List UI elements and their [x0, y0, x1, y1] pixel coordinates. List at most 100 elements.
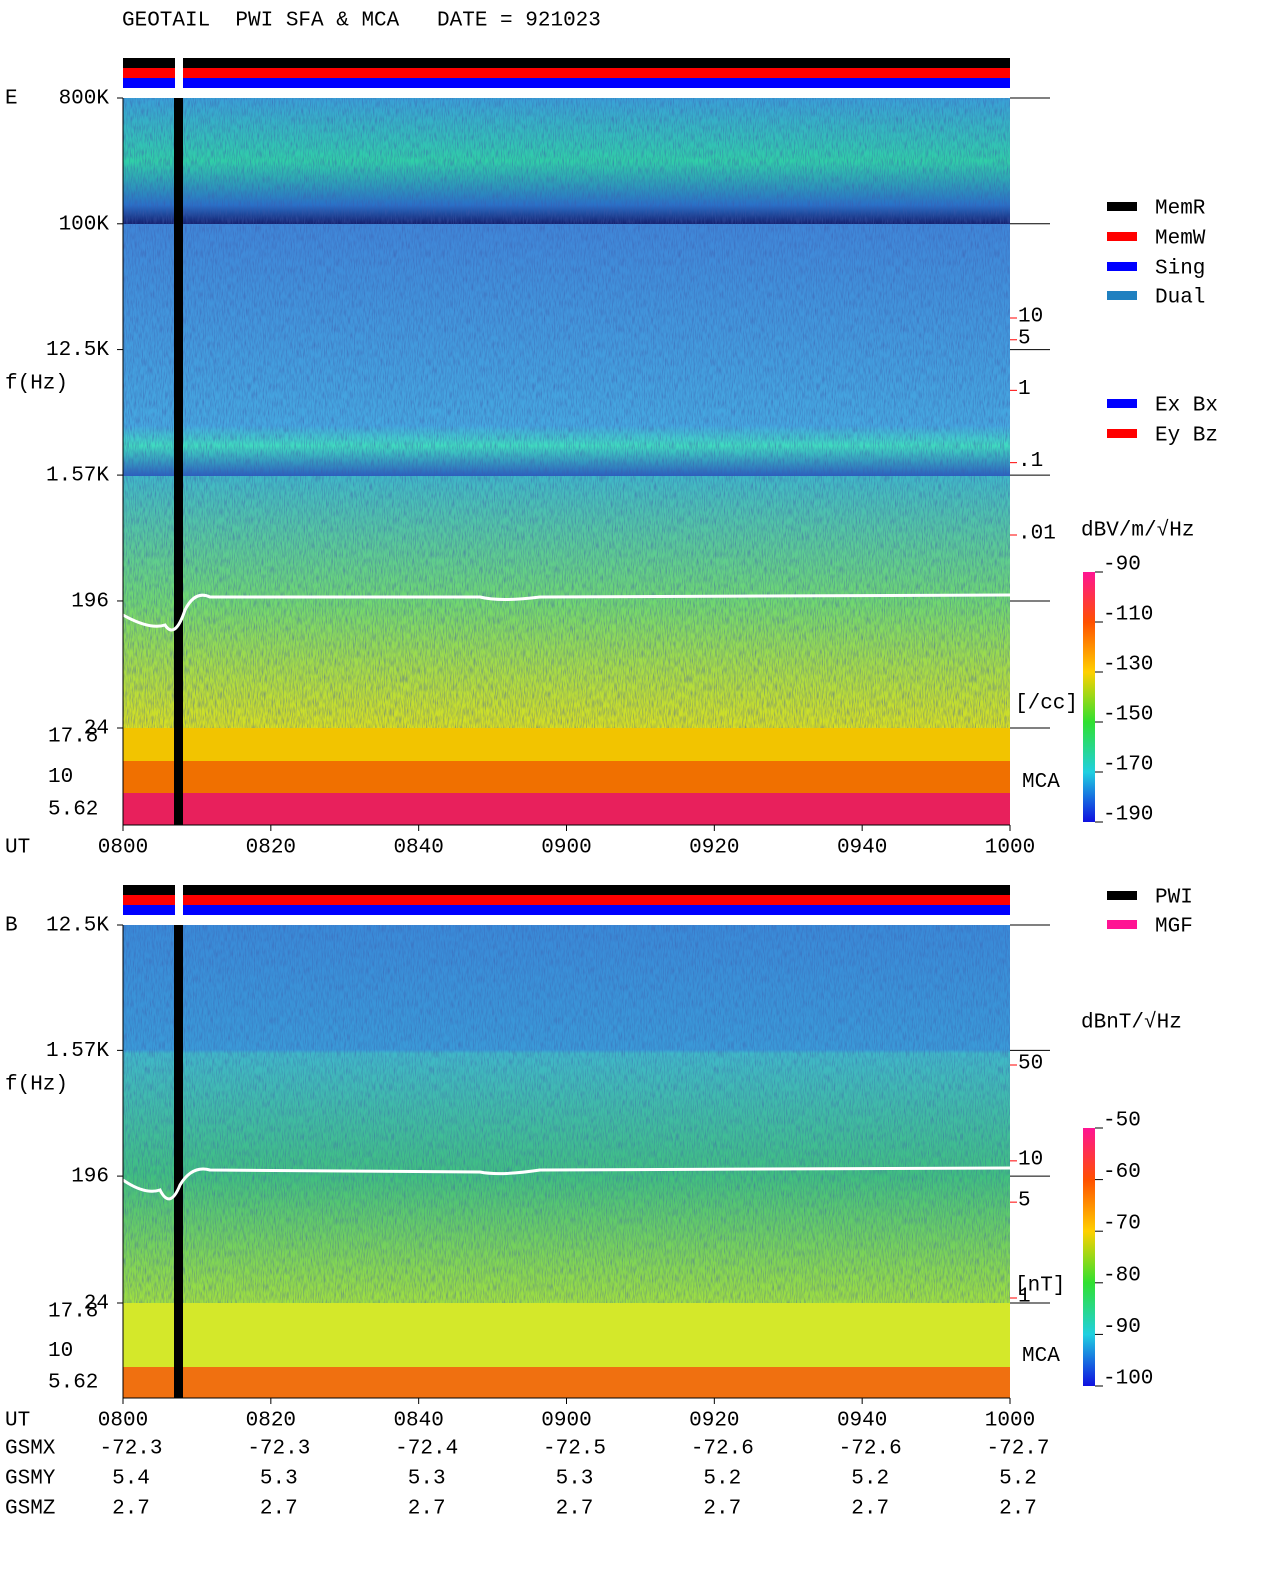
legend-label: MGF [1155, 916, 1193, 939]
orbit-value: 5.4 [112, 1468, 150, 1491]
legend-label: Ex Bx [1155, 395, 1218, 418]
x-tick-label: 0900 [541, 837, 591, 860]
mca-tick-label: 10 [48, 1340, 73, 1363]
orbit-value: 5.2 [851, 1468, 889, 1491]
orbit-value: -72.4 [395, 1438, 458, 1461]
colorbar-tick-label: -110 [1103, 604, 1153, 627]
legend-swatch [1107, 232, 1137, 241]
density-unit: [/cc] [1015, 693, 1078, 716]
y-tick-label: 196 [71, 1166, 109, 1189]
orbit-value: -72.6 [839, 1438, 902, 1461]
legend-label: MemW [1155, 228, 1206, 251]
legend-swatch [1107, 891, 1137, 900]
y-axis-label: f(Hz) [5, 1074, 68, 1097]
axis-letter: B [5, 915, 18, 938]
density-tick-label: 1 [1018, 378, 1031, 401]
density-tick-label: 5 [1018, 1190, 1031, 1213]
density-tick-label: 1 [1018, 1286, 1031, 1309]
colorbar [1083, 572, 1095, 822]
colorbar-tick-label: -170 [1103, 754, 1153, 777]
mca-tick-label: 10 [48, 766, 73, 789]
y-axis-label: f(Hz) [5, 373, 68, 396]
colorbar-label: dBnT/√Hz [1081, 1011, 1182, 1035]
colorbar-tick-label: -190 [1103, 804, 1153, 827]
spectrogram-background [122, 58, 1011, 1398]
colorbar-tick-label: -90 [1103, 554, 1141, 577]
mca-label: MCA [1022, 771, 1060, 794]
colorbar-tick-label: -100 [1103, 1368, 1153, 1391]
orbit-value: 5.3 [408, 1468, 446, 1491]
x-tick-label: 0840 [393, 1410, 443, 1433]
mca-tick-label: 17.8 [48, 726, 98, 749]
mca-label: MCA [1022, 1345, 1060, 1368]
orbit-value: -72.5 [543, 1438, 606, 1461]
colorbar-label: dBV/m/√Hz [1081, 519, 1194, 543]
legend-swatch [1107, 262, 1137, 271]
orbit-value: 5.3 [260, 1468, 298, 1491]
legend-label: Ey Bz [1155, 425, 1218, 448]
x-tick-label: 0820 [246, 1410, 296, 1433]
colorbar-tick-label: -50 [1103, 1110, 1141, 1133]
orbit-value: 2.7 [112, 1498, 150, 1521]
colorbar-tick-label: -90 [1103, 1316, 1141, 1339]
y-tick-label: 12.5K [46, 339, 109, 362]
x-axis-label: UT [5, 1410, 30, 1433]
density-tick-label: 5 [1018, 327, 1031, 350]
y-tick-label: 1.57K [46, 465, 109, 488]
x-tick-label: 0940 [837, 1410, 887, 1433]
x-tick-label: 0800 [98, 837, 148, 860]
colorbar-tick-label: -70 [1103, 1213, 1141, 1236]
x-tick-label: 0900 [541, 1410, 591, 1433]
colorbar-tick-label: -60 [1103, 1161, 1141, 1184]
density-tick-label: .01 [1018, 523, 1056, 546]
density-tick-label: 50 [1018, 1053, 1043, 1076]
x-tick-label: 0920 [689, 1410, 739, 1433]
legend-swatch [1107, 291, 1137, 300]
orbit-value: 5.3 [556, 1468, 594, 1491]
orbit-value: 2.7 [851, 1498, 889, 1521]
y-tick-label: 196 [71, 591, 109, 614]
mca-tick-label: 5.62 [48, 1372, 98, 1395]
y-tick-label: 12.5K [46, 915, 109, 938]
colorbar-tick-label: -130 [1103, 654, 1153, 677]
colorbar-tick-label: -80 [1103, 1264, 1141, 1287]
orbit-value: 2.7 [556, 1498, 594, 1521]
legend-swatch [1107, 202, 1137, 211]
colorbar-tick-label: -150 [1103, 704, 1153, 727]
legend-swatch [1107, 429, 1137, 438]
orbit-value: -72.6 [691, 1438, 754, 1461]
x-tick-label: 0820 [246, 837, 296, 860]
orbit-value: 2.7 [408, 1498, 446, 1521]
orbit-value: 5.2 [999, 1468, 1037, 1491]
mca-tick-label: 17.8 [48, 1300, 98, 1323]
y-tick-label: 800K [59, 88, 110, 111]
orbit-value: -72.3 [99, 1438, 162, 1461]
y-tick-label: 100K [59, 213, 110, 236]
x-tick-label: 1000 [985, 837, 1035, 860]
x-tick-label: 0800 [98, 1410, 148, 1433]
y-tick-label: 1.57K [46, 1040, 109, 1063]
legend-swatch [1107, 920, 1137, 929]
y-tick-label: 24 [84, 718, 109, 741]
orbit-value: -72.3 [247, 1438, 310, 1461]
orbit-value: 2.7 [999, 1498, 1037, 1521]
density-tick-label: 10 [1018, 1148, 1043, 1171]
orbit-label: GSMZ [5, 1498, 55, 1521]
orbit-value: 2.7 [260, 1498, 298, 1521]
legend-label: PWI [1155, 887, 1193, 910]
legend-label: Dual [1155, 287, 1205, 310]
orbit-label: GSMX [5, 1438, 56, 1461]
colorbar [1083, 1128, 1095, 1386]
legend-swatch [1107, 399, 1137, 408]
x-tick-label: 1000 [985, 1410, 1035, 1433]
x-tick-label: 0940 [837, 837, 887, 860]
orbit-value: 5.2 [703, 1468, 741, 1491]
x-axis-label: UT [5, 837, 30, 860]
density-tick-label: 10 [1018, 306, 1043, 329]
x-tick-label: 0920 [689, 837, 739, 860]
title: GEOTAIL PWI SFA & MCA DATE = 921023 [122, 10, 601, 33]
axis-letter: E [5, 88, 18, 111]
mca-tick-label: 5.62 [48, 798, 98, 821]
